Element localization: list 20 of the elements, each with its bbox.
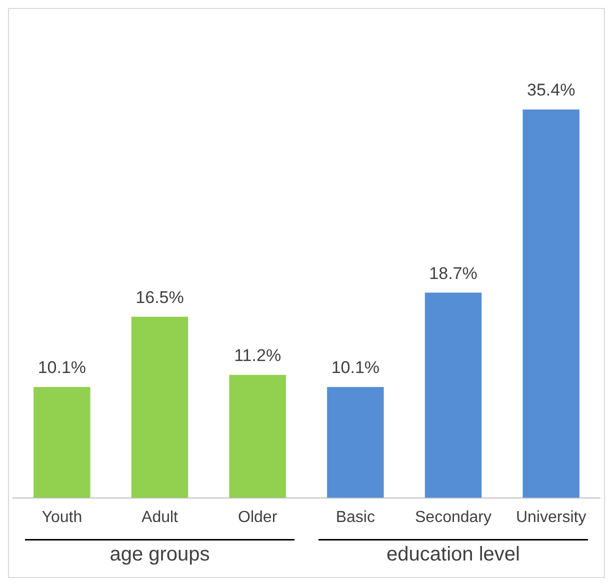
bar: [522, 109, 580, 498]
bar: [131, 316, 188, 498]
data-label: 11.2%: [234, 346, 282, 366]
data-label: 35.4%: [526, 80, 576, 100]
bar: [229, 374, 286, 498]
data-label: 16.5%: [136, 288, 184, 307]
data-label: 18.7%: [429, 264, 478, 283]
data-label: 10.1%: [331, 358, 380, 378]
text: education level: [386, 543, 520, 566]
x-tick-label: Older: [238, 508, 278, 526]
data-label: 10.1%: [38, 358, 86, 378]
x-tick-label: Adult: [142, 508, 179, 526]
x-tick-label: Secondary: [415, 508, 492, 526]
bar: [34, 387, 90, 498]
bar: [327, 387, 384, 498]
bar: [424, 292, 482, 498]
x-tick-label: University: [516, 508, 586, 526]
text: age groups: [110, 543, 210, 566]
x-tick-label: Youth: [42, 508, 82, 526]
x-tick-label: Basic: [336, 508, 375, 526]
